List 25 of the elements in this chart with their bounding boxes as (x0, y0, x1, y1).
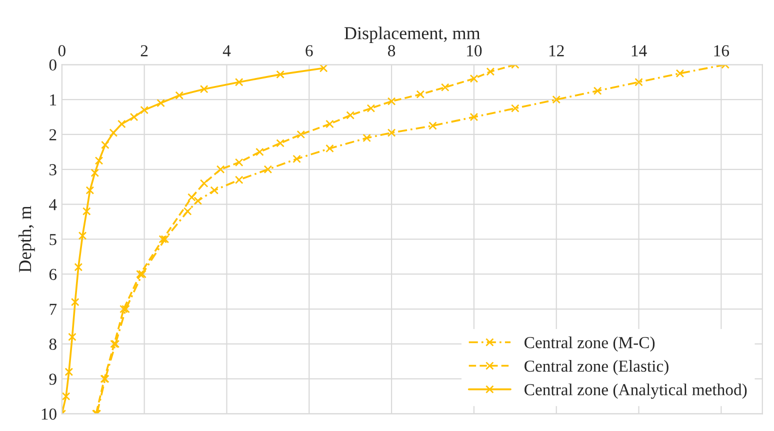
y-tick-label: 2 (49, 129, 56, 140)
x-tick-label: 2 (140, 45, 148, 56)
x-tick-label: 12 (550, 45, 564, 56)
x-tick-label: 16 (714, 45, 730, 56)
y-tick-label: 5 (50, 234, 56, 246)
x-tick-label: 8 (388, 45, 396, 56)
x-tick-label: 10 (467, 45, 482, 56)
y-tick-label: 1 (50, 94, 56, 106)
legend-label: Central zone (Analytical method) (524, 384, 747, 399)
y-tick-label: 0 (49, 59, 56, 71)
y-tick-label: 6 (49, 268, 57, 280)
y-tick-label: 3 (50, 164, 56, 176)
y-tick-label: 4 (49, 199, 57, 210)
x-tick-label: 6 (306, 45, 313, 56)
y-axis-title: Depth, m (18, 206, 35, 272)
legend-label: Central zone (Elastic) (524, 360, 668, 376)
y-tick-label: 9 (49, 374, 56, 385)
y-tick-label: 7 (50, 304, 57, 315)
x-axis-title: Displacement, mm (344, 26, 480, 43)
y-tick-label: 10 (42, 408, 56, 420)
legend-label: Central zone (M-C) (524, 336, 655, 352)
x-tick-label: 14 (632, 45, 647, 56)
y-tick-label: 8 (49, 338, 56, 350)
x-tick-label: 0 (58, 45, 66, 56)
x-tick-label: 4 (222, 45, 231, 56)
